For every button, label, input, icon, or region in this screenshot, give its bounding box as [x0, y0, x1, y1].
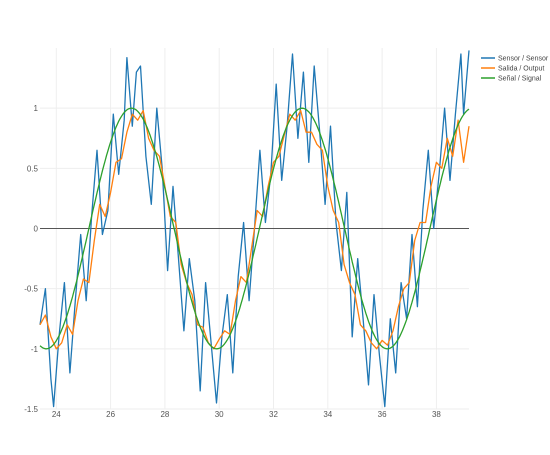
- y-tick-label: -0.5: [24, 285, 38, 294]
- y-tick-label: 0.5: [27, 164, 39, 173]
- x-tick-label: 30: [215, 410, 224, 419]
- series-line-sensor: [39, 50, 470, 408]
- legend-label-output: Salida / Output: [498, 66, 544, 73]
- series-layer: [39, 50, 470, 408]
- y-tick-label: 0: [34, 225, 39, 234]
- legend: Sensor / Sensor Salida / Output Señal / Si…: [481, 56, 549, 83]
- y-tick-label: 1: [34, 104, 39, 113]
- x-tick-label: 26: [106, 410, 115, 419]
- series-line-output: [39, 109, 470, 350]
- x-tick-label: 28: [160, 410, 169, 419]
- x-tick-label: 34: [323, 410, 332, 419]
- x-tick-label: 24: [52, 410, 61, 419]
- x-tick-label: 32: [269, 410, 278, 419]
- y-tick-label: -1.5: [24, 405, 38, 414]
- legend-label-sensor: Sensor / Sensor: [498, 56, 549, 63]
- legend-label-signal: Señal / Signal: [498, 76, 542, 83]
- x-tick-label: 36: [378, 410, 387, 419]
- x-tick-label: 38: [432, 410, 441, 419]
- series-line-signal: [39, 107, 470, 350]
- y-tick-label: -1: [31, 345, 39, 354]
